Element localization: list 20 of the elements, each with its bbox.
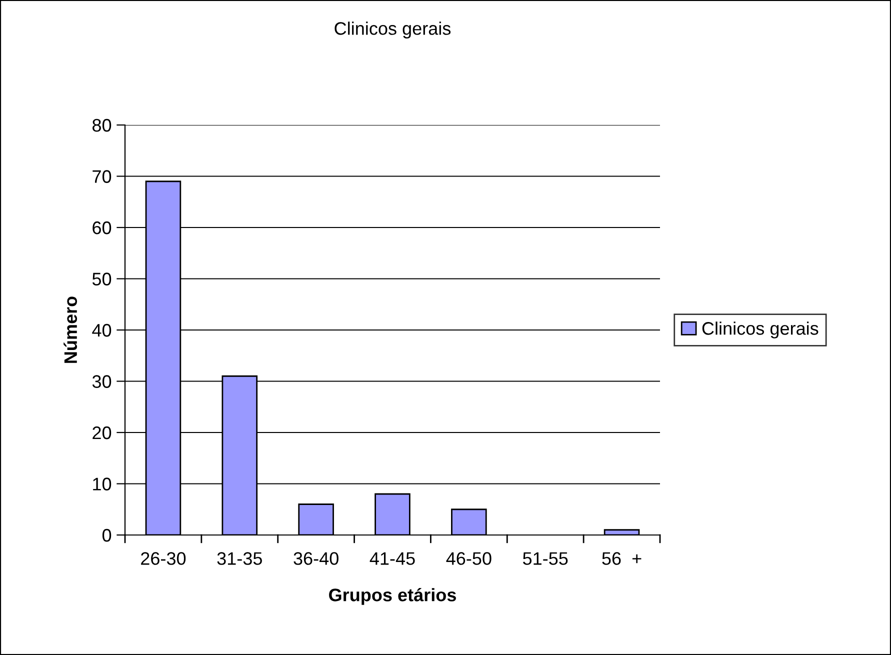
y-axis-title: Número — [64, 296, 78, 363]
x-tick-label: 46-50 — [446, 552, 492, 565]
y-tick-label: 0 — [102, 528, 112, 542]
y-tick-label: 10 — [93, 478, 112, 490]
y-tick-label: 30 — [92, 375, 112, 388]
y-tick-label: 40 — [92, 324, 112, 337]
y-tick-label: 50 — [92, 272, 112, 286]
x-tick-label: 26-30 — [141, 552, 186, 565]
x-tick-label: 31-35 — [217, 552, 262, 565]
y-tick-label: 70 — [92, 170, 112, 183]
x-tick-label: 36-40 — [294, 552, 338, 565]
x-axis-title: Grupos etários — [329, 588, 456, 605]
y-tick-label: 80 — [92, 118, 112, 132]
x-tick-label: 51-55 — [522, 552, 568, 565]
x-tick-label: 56 + — [602, 552, 642, 565]
legend-label: Clinicos gerais — [702, 322, 818, 338]
chart-title: Clinicos gerais — [334, 22, 451, 38]
y-tick-label: 20 — [92, 426, 112, 440]
x-tick-label: 41-45 — [370, 552, 415, 565]
y-tick-label: 60 — [92, 221, 112, 234]
